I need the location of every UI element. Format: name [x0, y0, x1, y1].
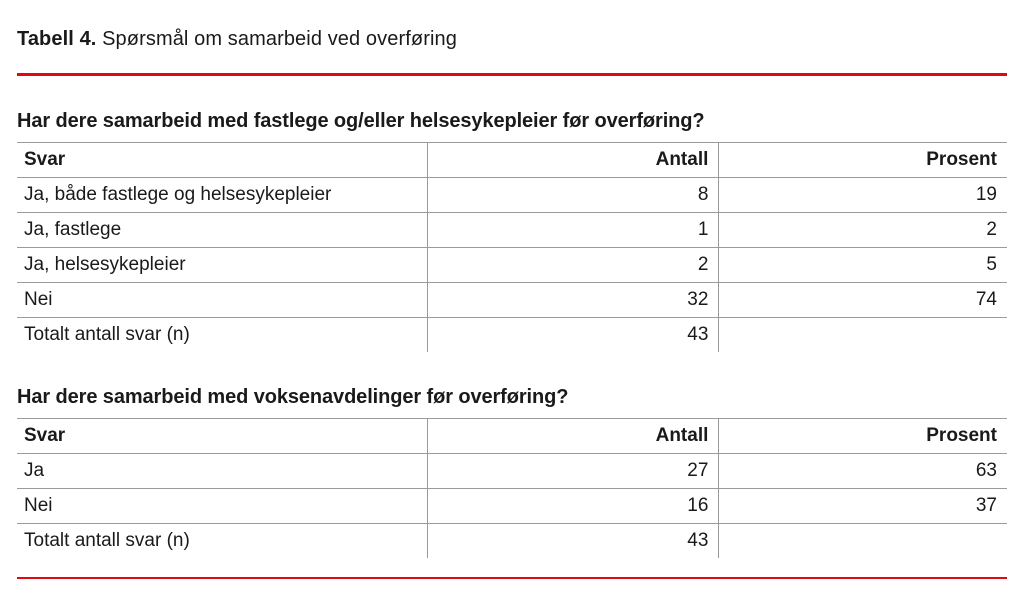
table-row: Ja, helsesykepleier 2 5: [17, 247, 1007, 283]
header-row: Svar Antall Prosent: [17, 417, 1007, 454]
figure-title-text: Spørsmål om samarbeid ved overføring: [96, 28, 457, 50]
cell-antall: 16: [427, 488, 719, 524]
cell-prosent: 19: [718, 177, 1007, 213]
cell-antall: 8: [427, 177, 719, 213]
cell-antall: 32: [427, 282, 719, 318]
cell-prosent: [718, 523, 1007, 558]
cell-prosent: 63: [718, 453, 1007, 489]
bottom-rule: [17, 576, 1007, 579]
cell-prosent: 5: [718, 247, 1007, 283]
question-table-2: Har dere samarbeid med voksenavdelinger …: [17, 385, 1007, 558]
table-row: Nei 32 74: [17, 282, 1007, 318]
cell-antall: 43: [427, 523, 719, 558]
table-row: Totalt antall svar (n) 43: [17, 317, 1007, 352]
figure-title-label: Tabell 4.: [17, 28, 97, 50]
cell-prosent: 2: [718, 212, 1007, 248]
cell-prosent: [718, 317, 1007, 352]
column-header-antall: Antall: [427, 417, 719, 454]
column-header-prosent: Prosent: [718, 417, 1007, 454]
cell-svar: Ja, helsesykepleier: [17, 247, 428, 283]
column-header-svar: Svar: [17, 141, 428, 178]
table-row: Ja 27 63: [17, 453, 1007, 489]
cell-svar: Nei: [17, 488, 428, 524]
data-table: Svar Antall Prosent Ja, både fastlege og he…: [17, 141, 1007, 352]
cell-svar: Ja, både fastlege og helsesykepleier: [17, 177, 428, 213]
table-question: Har dere samarbeid med voksenavdelinger …: [17, 385, 569, 408]
table-row: Ja, både fastlege og helsesykepleier 8 19: [17, 177, 1007, 213]
table-row: Ja, fastlege 1 2: [17, 212, 1007, 248]
column-header-svar: Svar: [17, 417, 428, 454]
cell-antall: 1: [427, 212, 719, 248]
figure-title: Tabell 4. Spørsmål om samarbeid ved over…: [17, 26, 1007, 52]
cell-prosent: 37: [718, 488, 1007, 524]
top-rule: [17, 73, 1007, 76]
column-header-antall: Antall: [427, 141, 719, 178]
cell-svar: Ja: [17, 453, 428, 489]
data-table: Svar Antall Prosent Ja 27 63 Nei 16 37 Totalt ant…: [17, 417, 1007, 558]
table-row: Totalt antall svar (n) 43: [17, 523, 1007, 558]
tables-container: Har dere samarbeid med fastlege og/eller…: [17, 109, 1007, 558]
cell-svar: Nei: [17, 282, 428, 318]
cell-antall: 2: [427, 247, 719, 283]
cell-prosent: 74: [718, 282, 1007, 318]
question-table-1: Har dere samarbeid med fastlege og/eller…: [17, 109, 1007, 352]
cell-svar: Totalt antall svar (n): [24, 529, 190, 551]
table-figure: Tabell 4. Spørsmål om samarbeid ved over…: [0, 26, 1024, 579]
table-row: Nei 16 37: [17, 488, 1007, 524]
cell-svar: Ja, fastlege: [17, 212, 428, 248]
column-header-prosent: Prosent: [718, 141, 1007, 178]
cell-svar: Totalt antall svar (n): [24, 323, 190, 345]
cell-antall: 43: [427, 317, 719, 352]
table-question: Har dere samarbeid med fastlege og/eller…: [17, 109, 705, 132]
header-row: Svar Antall Prosent: [17, 141, 1007, 178]
cell-antall: 27: [427, 453, 719, 489]
